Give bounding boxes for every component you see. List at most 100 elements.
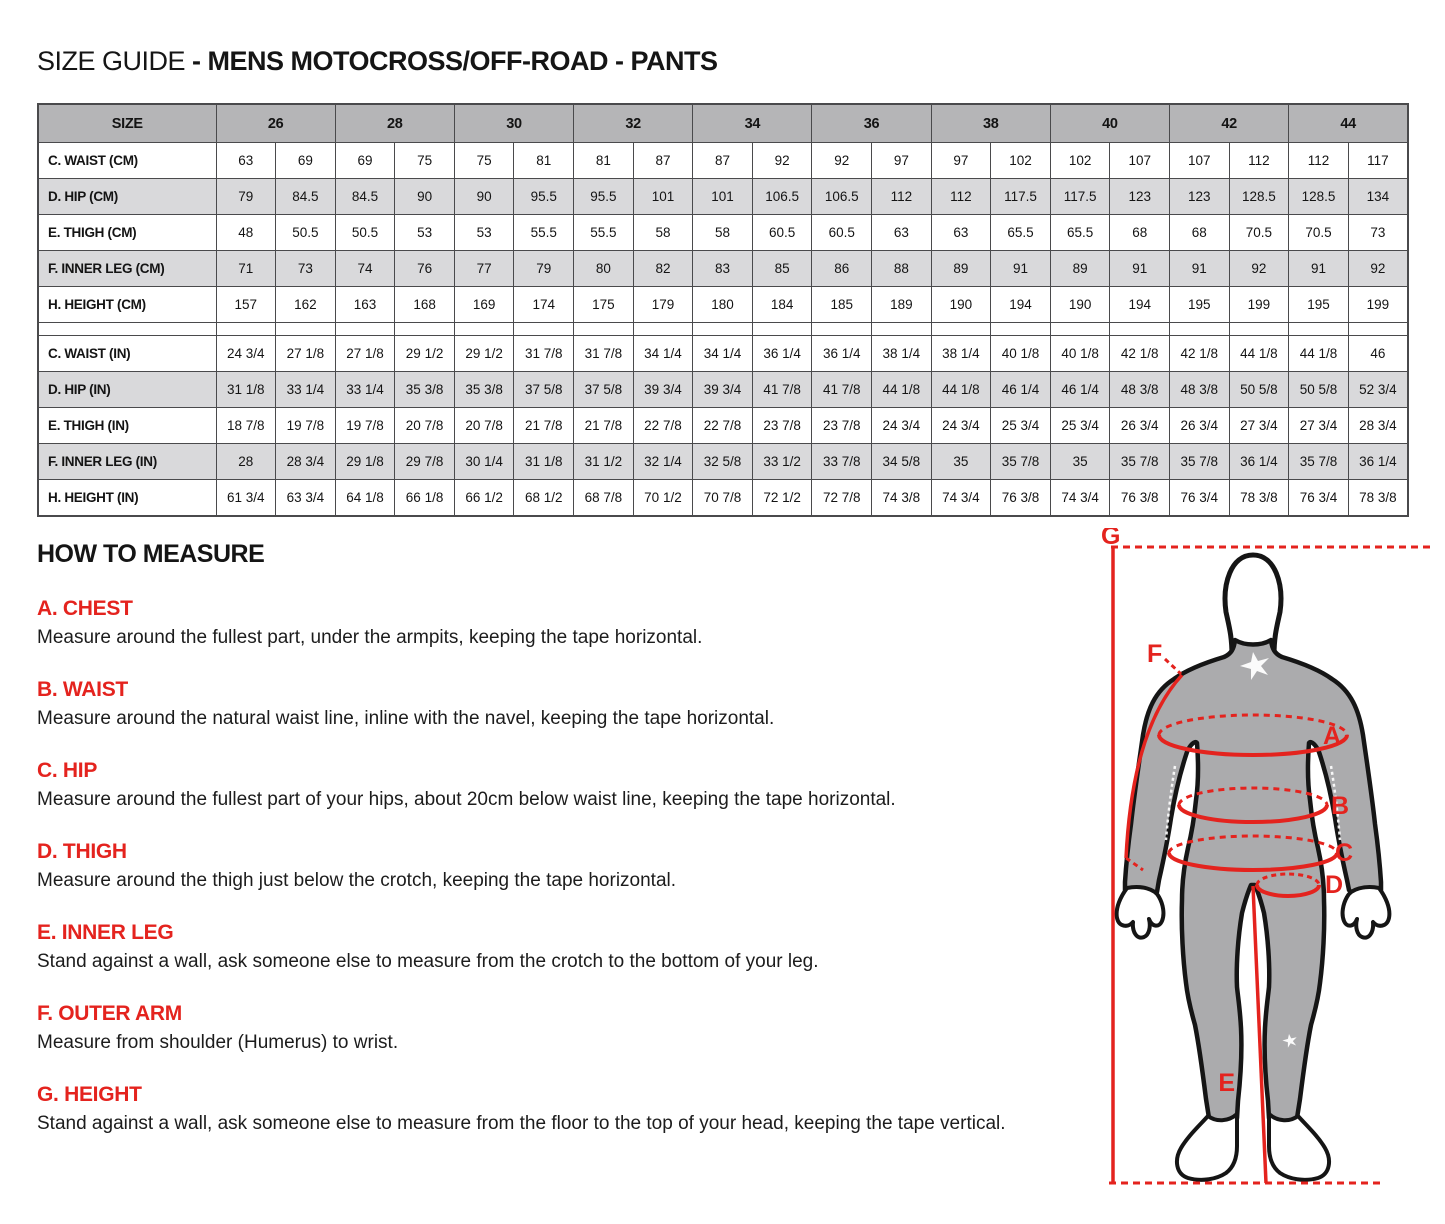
right-forearm-logo — [1329, 765, 1342, 841]
size-col-header: 30 — [453, 103, 575, 143]
table-cell: 71 — [215, 250, 277, 287]
table-cell: 107 — [1169, 142, 1230, 179]
table-cell: 73 — [275, 250, 336, 287]
table-cell: 46 — [1347, 335, 1409, 372]
hip-ellipse-dashed — [1167, 834, 1339, 854]
table-cell: 18 7/8 — [215, 407, 277, 444]
waist-ellipse-dashed — [1177, 786, 1329, 806]
table-cell: 42 1/8 — [1169, 335, 1230, 372]
table-cell: 79 — [215, 178, 277, 215]
table-cell: 24 3/4 — [215, 335, 277, 372]
measure-section-waist: B. WAIST Measure around the natural wais… — [37, 678, 1085, 732]
size-table-header: SIZE 26 28 30 32 34 36 38 40 42 44 — [37, 103, 1409, 143]
table-cell: 50 5/8 — [1288, 371, 1349, 408]
table-cell: 40 1/8 — [990, 335, 1051, 372]
divider-cell — [811, 322, 873, 336]
table-cell: 63 3/4 — [275, 479, 336, 517]
table-cell: 92 — [1347, 250, 1409, 287]
table-cell: 95.5 — [573, 178, 634, 215]
table-cell: 33 1/4 — [275, 371, 336, 408]
knee-logo-star — [1282, 1033, 1297, 1048]
left-foot — [1174, 1112, 1239, 1182]
divider-cell — [692, 322, 753, 336]
row-label: E. THIGH (IN) — [37, 407, 217, 444]
table-cell: 35 — [1049, 443, 1111, 480]
outer-arm-dash-top — [1163, 657, 1183, 676]
table-cell: 174 — [513, 286, 575, 323]
divider-cell — [1228, 322, 1290, 336]
table-cell: 91 — [1109, 250, 1170, 287]
table-cell: 117.5 — [1049, 178, 1111, 215]
table-cell: 82 — [632, 250, 694, 287]
table-cell: 83 — [692, 250, 753, 287]
table-cell: 36 1/4 — [811, 335, 873, 372]
table-cell: 39 3/4 — [632, 371, 694, 408]
table-cell: 63 — [215, 142, 277, 179]
table-cell: 194 — [990, 286, 1051, 323]
table-cell: 38 1/4 — [871, 335, 932, 372]
divider-cell — [751, 322, 813, 336]
table-cell: 29 7/8 — [394, 443, 455, 480]
table-cell: 24 3/4 — [930, 407, 992, 444]
table-cell: 75 — [453, 142, 515, 179]
table-cell: 117 — [1347, 142, 1409, 179]
table-cell: 89 — [1049, 250, 1111, 287]
table-cell: 36 1/4 — [751, 335, 813, 372]
table-cell: 44 1/8 — [930, 371, 992, 408]
table-cell: 21 7/8 — [513, 407, 575, 444]
table-cell: 50.5 — [334, 214, 396, 251]
table-cell: 68 1/2 — [513, 479, 575, 517]
table-cell: 44 1/8 — [871, 371, 932, 408]
table-cell: 87 — [632, 142, 694, 179]
table-cell: 74 3/4 — [930, 479, 992, 517]
table-cell: 169 — [453, 286, 515, 323]
divider-cell — [394, 322, 455, 336]
table-cell: 168 — [394, 286, 455, 323]
inner-leg-measure-line — [1251, 885, 1268, 1184]
table-cell: 84.5 — [275, 178, 336, 215]
table-cell: 72 7/8 — [811, 479, 873, 517]
row-label: E. THIGH (CM) — [37, 214, 217, 251]
divider-cell — [275, 322, 336, 336]
table-cell: 31 1/2 — [573, 443, 634, 480]
table-cell: 63 — [871, 214, 932, 251]
table-cell: 28 3/4 — [1347, 407, 1409, 444]
divider-cell — [334, 322, 396, 336]
table-cell: 19 7/8 — [275, 407, 336, 444]
left-hand — [1114, 885, 1166, 940]
table-cell: 46 1/4 — [990, 371, 1051, 408]
table-cell: 91 — [1288, 250, 1349, 287]
table-cell: 60.5 — [811, 214, 873, 251]
measure-section-chest: A. CHEST Measure around the fullest part… — [37, 597, 1085, 651]
table-cell: 46 1/4 — [1049, 371, 1111, 408]
table-cell: 195 — [1169, 286, 1230, 323]
table-cell: 44 1/8 — [1288, 335, 1349, 372]
measure-section-hip: C. HIP Measure around the fullest part o… — [37, 759, 1085, 813]
table-cell: 76 3/8 — [990, 479, 1051, 517]
table-row-in: D. HIP (IN) 31 1/8 33 1/4 33 1/4 35 3/8 35 3/… — [37, 371, 1409, 408]
table-cell: 29 1/2 — [394, 335, 455, 372]
table-cell: 189 — [871, 286, 932, 323]
table-row-cm: E. THIGH (CM) 48 50.5 50.5 53 53 55.5 55.5 58 58 6… — [37, 214, 1409, 251]
table-cell: 65.5 — [990, 214, 1051, 251]
table-cell: 79 — [513, 250, 575, 287]
size-col-header: 44 — [1288, 103, 1409, 143]
divider-cell — [513, 322, 575, 336]
table-cell: 106.5 — [751, 178, 813, 215]
divider-cell — [215, 322, 277, 336]
table-row-cm: C. WAIST (CM) 63 69 69 75 75 81 81 87 87 92 92 97 97 1… — [37, 142, 1409, 179]
table-cell: 23 7/8 — [751, 407, 813, 444]
table-cell: 190 — [930, 286, 992, 323]
size-col-header: 36 — [811, 103, 932, 143]
table-cell: 74 — [334, 250, 396, 287]
table-row-in: H. HEIGHT (IN) 61 3/4 63 3/4 64 1/8 66 1/8 66… — [37, 479, 1409, 517]
table-cell: 87 — [692, 142, 753, 179]
measure-section-inner-leg: E. INNER LEG Stand against a wall, ask s… — [37, 921, 1085, 975]
divider-cell — [453, 322, 515, 336]
table-cell: 69 — [334, 142, 396, 179]
table-cell: 195 — [1288, 286, 1349, 323]
table-cell: 25 3/4 — [990, 407, 1051, 444]
figure-label-d: D — [1325, 871, 1343, 899]
table-cell: 63 — [930, 214, 992, 251]
table-cell: 26 3/4 — [1169, 407, 1230, 444]
